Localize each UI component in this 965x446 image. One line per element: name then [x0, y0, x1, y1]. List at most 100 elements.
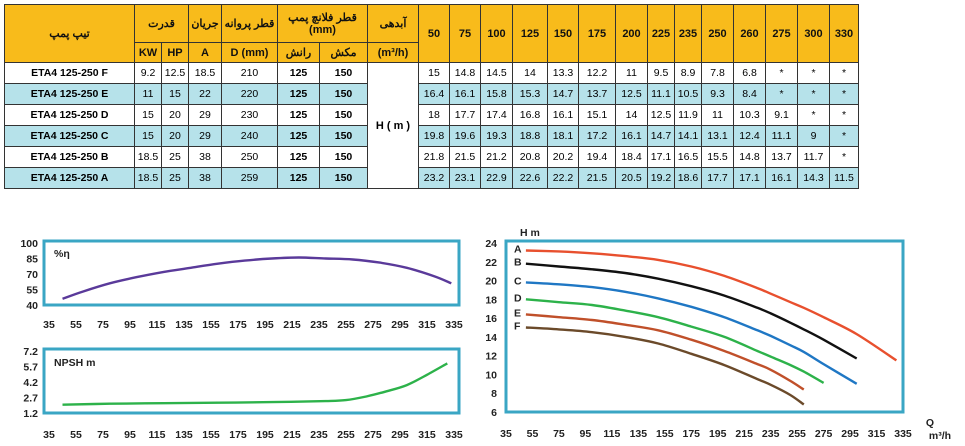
head-value-cell: 22.2	[547, 167, 579, 189]
hp-cell: 12.5	[161, 62, 189, 84]
head-value-cell: *	[765, 83, 798, 105]
x-tick-label: 135	[630, 428, 648, 440]
y-tick-label: 55	[26, 285, 38, 297]
head-value-cell: 14.5	[480, 62, 513, 84]
model-cell: ETA4 125-250 F	[4, 62, 135, 84]
y-tick-label: 6	[491, 407, 497, 419]
header-flange: قطر فلانچ پمپ (mm)	[277, 4, 368, 43]
x-tick-label: 55	[70, 319, 82, 331]
y-tick-label: 1.2	[23, 408, 38, 420]
head-value-cell: 16.1	[547, 104, 579, 126]
x-tick-label: 175	[683, 428, 701, 440]
suction-cell: 150	[319, 125, 368, 147]
x-tick-label: 35	[500, 428, 512, 440]
head-value-cell: 9	[797, 125, 830, 147]
x-tick-label: 335	[445, 429, 463, 441]
head-value-cell: 15.3	[512, 83, 548, 105]
head-value-cell: 17.2	[578, 125, 616, 147]
x-tick-label: 275	[364, 429, 382, 441]
series-line-E	[525, 313, 805, 391]
flow-col-4: 150	[547, 4, 579, 63]
head-value-cell: 18.4	[615, 146, 648, 168]
flow-col-9: 250	[701, 4, 734, 63]
head-value-cell: 22.9	[480, 167, 513, 189]
y-tick-label: 7.2	[23, 346, 38, 358]
table-row: ETA4 125-250 E 11 15 22 220 125 150 16.4 16.1 15.…	[4, 83, 859, 105]
x-tick-label: 235	[310, 429, 328, 441]
series-line-D	[525, 298, 825, 384]
series-label-A: A	[514, 244, 522, 256]
x-tick-label: 195	[709, 428, 727, 440]
series-label-F: F	[514, 321, 521, 333]
x-tick-label: 115	[603, 428, 620, 440]
kw-cell: 18.5	[134, 167, 162, 189]
efficiency-frame	[42, 239, 461, 307]
head-value-cell: *	[829, 83, 859, 105]
y-tick-label: 40	[26, 300, 38, 312]
series-label-E: E	[514, 307, 521, 319]
head-value-cell: 19.6	[449, 125, 481, 147]
model-cell: ETA4 125-250 A	[4, 167, 135, 189]
flow-col-2: 100	[480, 4, 513, 63]
flow-col-3: 125	[512, 4, 548, 63]
header-flow-unit: (m³/h)	[367, 42, 419, 63]
model-cell: ETA4 125-250 D	[4, 104, 135, 126]
series-label-D: D	[514, 292, 522, 304]
head-frame	[504, 239, 905, 414]
x-tick-label: 75	[97, 429, 109, 441]
x-tick-label: 35	[43, 429, 55, 441]
discharge-cell: 125	[277, 104, 320, 126]
x-tick-label: 175	[229, 429, 247, 441]
flow-col-0: 50	[418, 4, 450, 63]
x-tick-label: 175	[229, 319, 247, 331]
flow-col-11: 275	[765, 4, 798, 63]
x-tick-label: 315	[418, 319, 436, 331]
x-tick-label: 195	[256, 429, 274, 441]
x-tick-label: 155	[202, 319, 220, 331]
flow-col-5: 175	[578, 4, 616, 63]
y-tick-label: 22	[485, 257, 497, 269]
head-value-cell: 16.1	[615, 125, 648, 147]
head-value-cell: 14.8	[449, 62, 481, 84]
head-value-cell: 16.8	[512, 104, 548, 126]
npsh-axis-label: NPSH m	[54, 357, 95, 369]
y-tick-label: 24	[485, 238, 497, 250]
x-tick-label: 215	[283, 319, 301, 331]
x-tick-label: 55	[527, 428, 539, 440]
x-tick-label: 95	[124, 319, 136, 331]
flow-col-12: 300	[797, 4, 830, 63]
current-cell: 29	[188, 125, 222, 147]
head-value-cell: 17.7	[701, 167, 734, 189]
model-cell: ETA4 125-250 C	[4, 125, 135, 147]
head-value-cell: *	[829, 62, 859, 84]
head-value-cell: 14.3	[797, 167, 830, 189]
y-tick-label: 18	[485, 294, 497, 306]
table-row: ETA4 125-250 D 15 20 29 230 125 150 18 17.7 17.4 1…	[4, 104, 859, 126]
head-value-cell: 11.1	[647, 83, 675, 105]
y-tick-label: 16	[485, 313, 497, 325]
kw-cell: 15	[134, 125, 162, 147]
head-value-cell: 18.6	[674, 167, 702, 189]
head-value-cell: 17.1	[733, 167, 766, 189]
efficiency-axis-label: %η	[54, 248, 70, 260]
impeller-cell: 240	[221, 125, 278, 147]
model-cell: ETA4 125-250 E	[4, 83, 135, 105]
y-tick-label: 4.2	[23, 377, 38, 389]
hp-cell: 25	[161, 167, 189, 189]
suction-cell: 150	[319, 167, 368, 189]
table-row: ETA4 125-250 A 18.5 25 38 259 125 150 23.2 23.1 2…	[4, 167, 859, 189]
series-line-B	[525, 262, 858, 360]
head-value-cell: 16.4	[418, 83, 450, 105]
series-label-C: C	[514, 275, 522, 287]
x-tick-label: 255	[337, 429, 355, 441]
head-axis-label: H m	[520, 227, 540, 239]
x-tick-label: 55	[70, 429, 82, 441]
head-value-cell: 19.8	[418, 125, 450, 147]
flow-col-10: 260	[733, 4, 766, 63]
x-tick-label: 275	[815, 428, 833, 440]
header-model: تیپ پمپ	[4, 4, 135, 63]
head-value-cell: 19.2	[647, 167, 675, 189]
flow-axis-unit: m³/h	[929, 430, 951, 442]
x-tick-label: 75	[97, 319, 109, 331]
